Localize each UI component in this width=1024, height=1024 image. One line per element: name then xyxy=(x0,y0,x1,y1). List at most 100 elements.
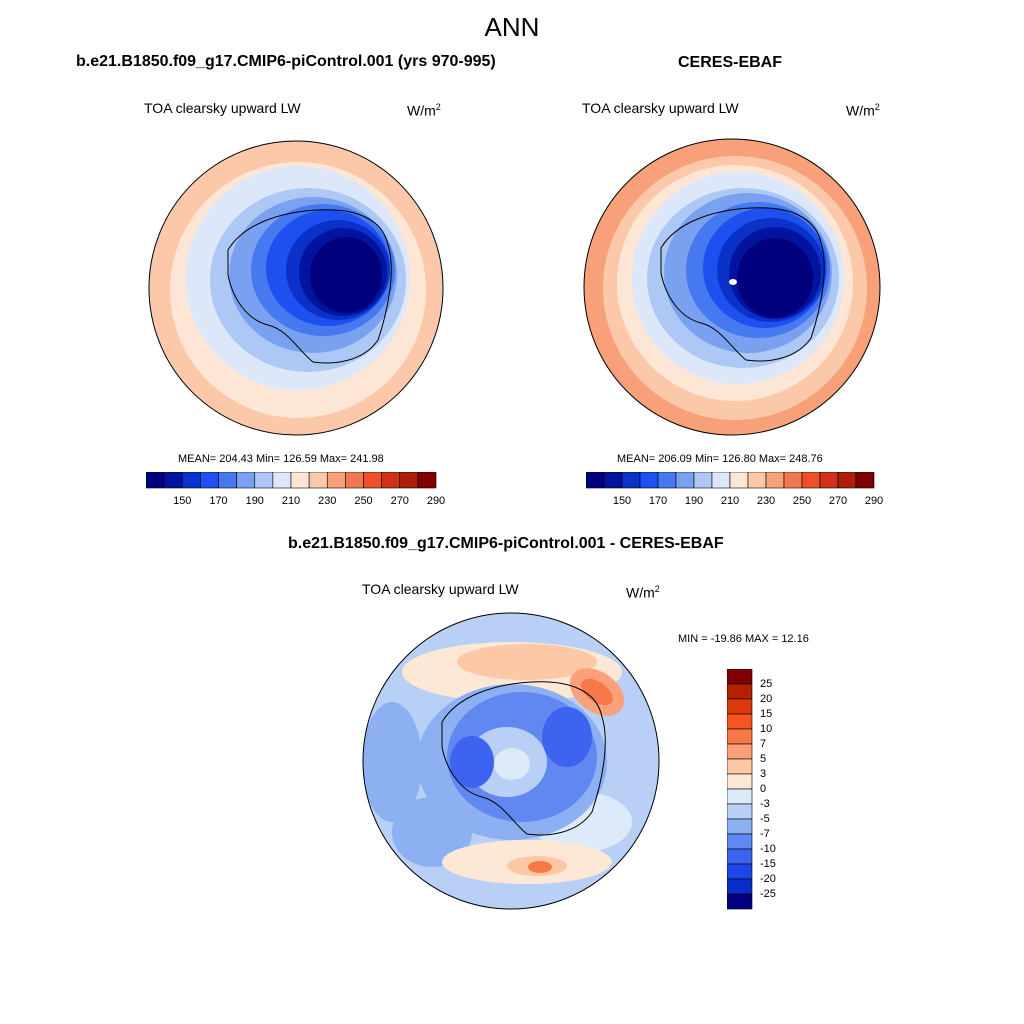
panel2-colorbar-swatch xyxy=(747,472,767,489)
panel3-colorbar-swatch xyxy=(727,728,753,745)
panel3-polar-map xyxy=(362,612,660,910)
panel1-colorbar-tick-label: 170 xyxy=(209,495,228,507)
panel1-colorbar-tick-label: 210 xyxy=(281,495,301,507)
panel1-stats: MEAN= 204.43 Min= 126.59 Max= 241.98 xyxy=(178,453,384,465)
panel1-colorbar-swatch xyxy=(363,472,382,489)
panel1-colorbar-tick-label: 250 xyxy=(354,495,373,507)
panel1-colorbar-tick-label: 190 xyxy=(245,495,264,507)
panel2-colorbar-tick-label: 290 xyxy=(864,495,884,507)
panel2-colorbar-tick-label: 190 xyxy=(684,495,704,507)
panel1-colorbar-swatch xyxy=(345,472,364,489)
panel2-colorbar-tick-label: 270 xyxy=(828,495,848,507)
panel2-colorbar-tick-label: 170 xyxy=(648,495,668,507)
panel1-polar-map xyxy=(148,140,444,436)
panel3-colorbar-tick-label: -15 xyxy=(760,858,776,870)
panel2-colorbar-swatch xyxy=(801,472,821,489)
panel3-colorbar-tick-label: -5 xyxy=(760,813,770,825)
panel1-unit: W/m2 xyxy=(407,102,441,119)
panel3-colorbar-swatch xyxy=(727,698,753,715)
panel2-colorbar-tick-label: 150 xyxy=(612,495,632,507)
panel1-colorbar-labels: 150 170 190 210 230 250 270 290 xyxy=(146,495,445,509)
panel3-colorbar-tick-label: 5 xyxy=(760,753,767,765)
panel1-variable: TOA clearsky upward LW xyxy=(144,100,301,116)
panel3-colorbar-tick-label: 7 xyxy=(760,738,767,750)
panel3-colorbar-swatch xyxy=(727,848,753,865)
panel2-colorbar-swatch xyxy=(586,472,605,489)
panel3-colorbar-swatch xyxy=(727,803,753,820)
panel2-colorbar-swatch xyxy=(783,472,803,489)
panel1-colorbar-swatch xyxy=(163,472,183,489)
panel2-colorbar-swatch xyxy=(639,472,659,489)
panel3-colorbar-labels: 25 20 15 10 7 5 3 0 -3 -5 -7 -10 -15 -20 -25 xyxy=(760,669,800,911)
panel2-variable: TOA clearsky upward LW xyxy=(582,100,739,116)
panel3-colorbar-swatch xyxy=(727,788,753,805)
panel1-colorbar-swatch xyxy=(399,472,419,489)
panel2-unit: W/m2 xyxy=(846,102,880,119)
panel3-title: b.e21.B1850.f09_g17.CMIP6-piControl.001 … xyxy=(288,535,724,552)
panel1-colorbar-swatch xyxy=(308,472,328,489)
panel3-colorbar-tick-label: 15 xyxy=(760,708,773,720)
panel3-colorbar-swatch xyxy=(727,833,753,850)
panel2-colorbar-tick-label: 230 xyxy=(756,495,776,507)
panel3-colorbar-swatch xyxy=(727,743,753,760)
panel3-colorbar-tick-label: -10 xyxy=(760,843,776,855)
panel1-title: b.e21.B1850.f09_g17.CMIP6-piControl.001 … xyxy=(76,53,496,70)
panel3-colorbar-swatch xyxy=(727,878,753,895)
panel3-colorbar-swatch xyxy=(727,713,753,730)
panel1-colorbar-swatch xyxy=(290,472,310,489)
panel3-colorbar-swatch xyxy=(727,669,753,685)
panel3-variable: TOA clearsky upward LW xyxy=(362,581,519,597)
panel2-colorbar-swatch xyxy=(765,472,785,489)
panel1-colorbar-swatch xyxy=(236,472,256,489)
panel1-colorbar-swatch xyxy=(417,472,437,489)
panel2-colorbar-swatch xyxy=(657,472,677,489)
panel3-colorbar-tick-label: -3 xyxy=(760,798,770,810)
panel3-colorbar-swatch xyxy=(727,758,753,775)
panel2-colorbar-swatch xyxy=(603,472,623,489)
panel2-colorbar-labels: 150 170 190 210 230 250 270 290 xyxy=(586,495,883,509)
panel1-colorbar-swatch xyxy=(218,472,237,489)
panel1-colorbar-tick-label: 270 xyxy=(390,495,409,507)
panel3-colorbar-swatch xyxy=(727,893,753,910)
panel3-colorbar-tick-label: 3 xyxy=(760,768,767,780)
panel1-colorbar-swatch xyxy=(146,472,165,489)
panel2-colorbar-swatch xyxy=(729,472,749,489)
panel1-colorbar-swatch xyxy=(254,472,274,489)
panel2-colorbar-swatch xyxy=(621,472,641,489)
panel1-colorbar-tick-label: 230 xyxy=(318,495,337,507)
panel3-colorbar-tick-label: 25 xyxy=(760,678,773,690)
panel1-colorbar-tick-label: 150 xyxy=(173,495,192,507)
panel3-colorbar-tick-label: 20 xyxy=(760,693,773,705)
panel2-colorbar-swatch xyxy=(837,472,857,489)
panel1-colorbar xyxy=(146,472,437,489)
panel3-colorbar-tick-label: 10 xyxy=(760,723,773,735)
panel3-colorbar-swatch xyxy=(727,818,753,835)
panel2-polar-map xyxy=(583,138,881,436)
panel3-colorbar-tick-label: -20 xyxy=(760,873,776,885)
panel3-colorbar-tick-label: -7 xyxy=(760,828,770,840)
panel2-stats: MEAN= 206.09 Min= 126.80 Max= 248.76 xyxy=(617,453,823,465)
panel2-colorbar-swatch xyxy=(693,472,713,489)
panel3-colorbar-swatch xyxy=(727,683,753,700)
panel2-colorbar xyxy=(586,472,875,489)
panel1-colorbar-swatch xyxy=(326,472,346,489)
panel3-colorbar-tick-label: 0 xyxy=(760,783,767,795)
panel3-stats: MIN = -19.86 MAX = 12.16 xyxy=(678,633,809,645)
panel2-colorbar-tick-label: 210 xyxy=(720,495,740,507)
panel1-colorbar-swatch xyxy=(181,472,201,489)
panel1-colorbar-swatch xyxy=(272,472,292,489)
panel3-colorbar-tick-label: -25 xyxy=(760,888,776,900)
panel3-colorbar xyxy=(727,669,753,910)
panel3-colorbar-swatch xyxy=(727,863,753,880)
panel1-colorbar-swatch xyxy=(381,472,401,489)
panel2-colorbar-swatch xyxy=(711,472,731,489)
panel2-colorbar-tick-label: 250 xyxy=(792,495,812,507)
panel2-colorbar-swatch xyxy=(675,472,695,489)
panel2-colorbar-swatch xyxy=(855,472,875,489)
panel1-colorbar-tick-label: 290 xyxy=(426,495,446,507)
panel2-title: CERES-EBAF xyxy=(678,54,783,71)
panel2-colorbar-swatch xyxy=(819,472,839,489)
figure-title: ANN xyxy=(484,12,540,42)
panel3-unit: W/m2 xyxy=(626,584,660,601)
panel1-colorbar-swatch xyxy=(200,472,219,489)
